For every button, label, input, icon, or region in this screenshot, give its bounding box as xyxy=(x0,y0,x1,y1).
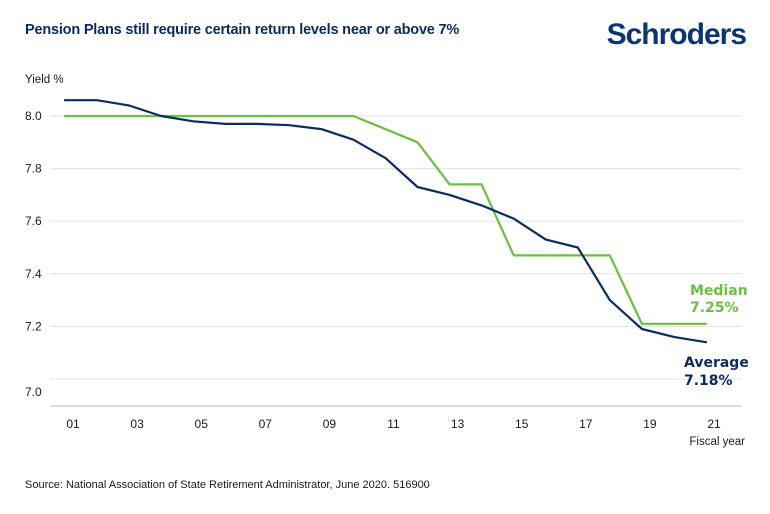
median-end-label: Median xyxy=(690,283,748,299)
y-tick-label: 7.0 xyxy=(25,385,42,399)
y-tick-label: 7.8 xyxy=(25,162,42,176)
x-tick-label: 03 xyxy=(130,417,144,431)
x-tick-label: 17 xyxy=(579,417,593,431)
y-axis-title: Yield % xyxy=(25,74,64,86)
average-end-label: Average xyxy=(684,355,749,371)
chart-title: Pension Plans still require certain retu… xyxy=(25,22,460,38)
x-tick-label: 19 xyxy=(643,417,657,431)
source-note: Source: National Association of State Re… xyxy=(25,479,430,491)
median-end-value: 7.25% xyxy=(690,300,739,316)
schroders-logo: Schroders xyxy=(606,18,747,51)
y-axis-ticks: 8.0 7.8 7.6 7.4 7.2 7.0 xyxy=(25,109,42,399)
y-tick-label: 7.4 xyxy=(25,267,42,281)
y-tick-label: 7.6 xyxy=(25,214,42,228)
average-line xyxy=(63,99,708,344)
x-tick-label: 15 xyxy=(515,417,529,431)
x-tick-label: 07 xyxy=(259,417,273,431)
x-axis-title: Fiscal year xyxy=(689,436,745,448)
gridlines xyxy=(50,115,742,380)
series-lines xyxy=(63,99,708,344)
x-tick-label: 21 xyxy=(707,417,721,431)
average-end-value: 7.18% xyxy=(684,373,733,389)
median-line xyxy=(63,114,708,325)
x-tick-label: 09 xyxy=(323,417,337,431)
x-tick-label: 13 xyxy=(451,417,465,431)
y-tick-label: 8.0 xyxy=(25,109,42,123)
x-tick-label: 05 xyxy=(195,417,209,431)
x-tick-label: 11 xyxy=(387,417,400,431)
y-tick-label: 7.2 xyxy=(25,319,42,333)
x-tick-label: 01 xyxy=(66,417,80,431)
x-axis-ticks: 01 03 05 07 09 11 13 15 17 19 21 xyxy=(66,417,721,431)
